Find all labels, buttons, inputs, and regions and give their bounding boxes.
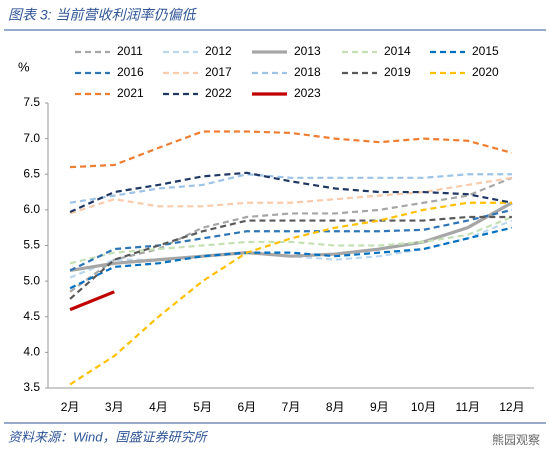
series-line [69,219,513,279]
x-tick-label: 7月 [282,400,301,414]
y-tick-label: 5.0 [23,273,40,287]
y-tick-label: 7.0 [23,131,40,145]
series-line [69,290,115,312]
x-tick-label: 3月 [105,400,124,414]
y-tick-label: 3.5 [23,380,40,394]
x-tick-label: 10月 [411,400,436,414]
legend-label: 2023 [294,86,321,100]
x-tick-label: 11月 [455,400,479,414]
legend-label: 2014 [384,44,411,58]
legend-label: 2018 [294,65,321,79]
series-line [69,201,513,273]
series-line [69,171,513,214]
y-tick-label: 7.5 [23,95,40,109]
series-line [69,208,513,272]
legend-label: 2012 [205,44,232,58]
chart-title: 图表 3: 当前营收利润率仍偏低 [8,7,197,23]
y-tick-label: 4.5 [23,309,40,323]
y-tick-label: 4.0 [23,345,40,359]
legend-label: 2015 [472,44,499,58]
y-tick-label: 6.0 [23,202,40,216]
series-line [69,201,512,386]
y-tick-label: 6.5 [23,166,40,180]
legend-label: 2022 [205,86,232,100]
series-line [69,226,513,290]
legend-label: 2017 [205,65,232,79]
x-tick-label: 4月 [149,400,168,414]
x-tick-label: 12月 [499,400,524,414]
y-axis-label: % [18,59,30,74]
legend-label: 2011 [117,44,143,58]
x-tick-label: 2月 [61,400,80,414]
x-tick-label: 8月 [326,400,345,414]
legend-label: 2019 [384,65,411,79]
source: 资料来源：Wind，国盛证券研究所 [8,429,209,444]
series-line [69,176,513,293]
legend-label: 2021 [117,86,144,100]
x-tick-label: 6月 [237,400,256,414]
series-line [69,173,512,204]
series-line [69,215,512,300]
x-tick-label: 5月 [193,400,212,414]
y-tick-label: 5.5 [23,238,40,252]
series-line [70,130,513,169]
watermark: 熊园观察 [492,432,540,447]
legend-label: 2016 [117,65,144,79]
legend-label: 2013 [294,44,321,58]
series-line [69,176,513,215]
x-tick-label: 9月 [370,400,389,414]
legend-label: 2020 [472,65,499,79]
